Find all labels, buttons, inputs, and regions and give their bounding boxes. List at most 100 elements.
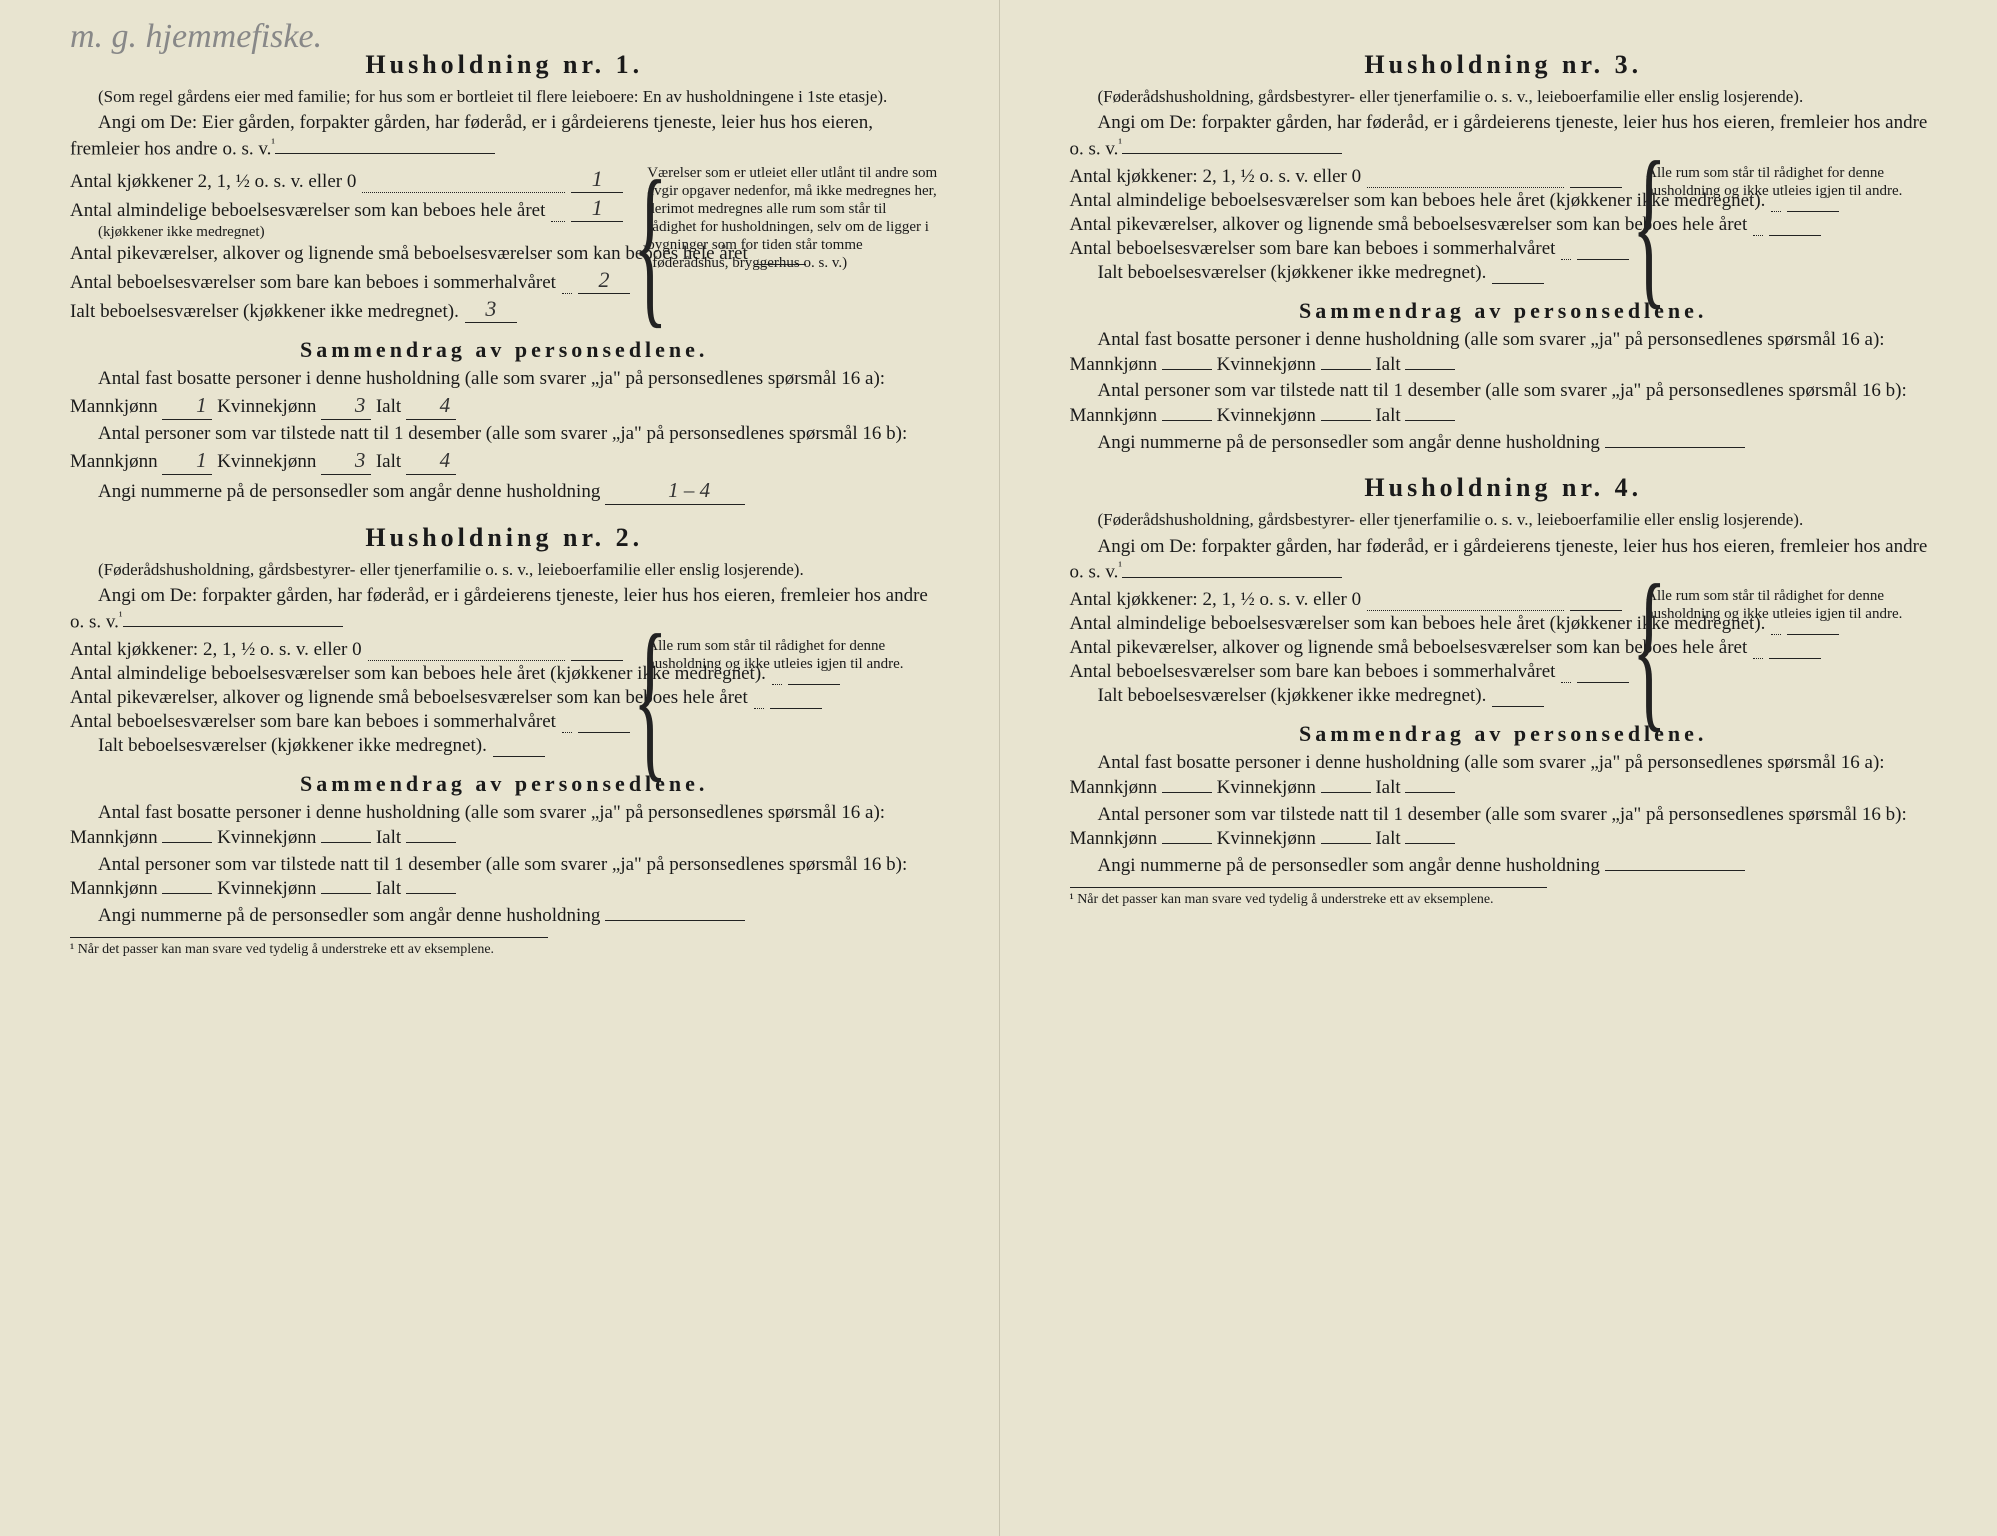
dots bbox=[562, 713, 572, 733]
hh4-sommer-val bbox=[1577, 682, 1629, 683]
ialt-label: Ialt bbox=[376, 396, 401, 417]
hh4-sommer-row: Antal beboelsesværelser som bare kan beb… bbox=[1070, 661, 1623, 683]
hh2-ialt-label: Ialt beboelsesværelser (kjøkkener ikke m… bbox=[98, 735, 487, 757]
hh4-pike-row: Antal pikeværelser, alkover og lignende … bbox=[1070, 637, 1623, 659]
hh4-sommer-label: Antal beboelsesværelser som bare kan beb… bbox=[1070, 661, 1556, 683]
sup-1: ¹ bbox=[271, 136, 275, 150]
hh3-s2-m bbox=[1162, 420, 1212, 421]
hh3-alm-row: Antal almindelige beboelsesværelser som … bbox=[1070, 190, 1623, 212]
hh4-alm-row: Antal almindelige beboelsesværelser som … bbox=[1070, 613, 1623, 635]
hh1-ialt-val: 3 bbox=[465, 296, 517, 323]
hh3-angi-text: Angi om De: forpakter gården, har føderå… bbox=[1070, 112, 1928, 159]
dots bbox=[362, 173, 565, 193]
kvinne-label: Kvinnekjønn bbox=[217, 878, 316, 899]
hh1-s2-k: 3 bbox=[321, 447, 371, 475]
hh1-ialt-label: Ialt beboelsesværelser (kjøkkener ikke m… bbox=[70, 301, 459, 323]
hh1-alm-val: 1 bbox=[571, 195, 623, 222]
hh2-ialt-val bbox=[493, 756, 545, 757]
handwriting-top: m. g. hjemmefiske. bbox=[70, 18, 322, 56]
hh2-ialt-row: Ialt beboelsesværelser (kjøkkener ikke m… bbox=[70, 735, 623, 757]
hh4-s2-k bbox=[1321, 843, 1371, 844]
hh4-num-label: Angi nummerne på de personsedler som ang… bbox=[1098, 855, 1600, 876]
hh1-alm-sub: (kjøkkener ikke medregnet) bbox=[70, 224, 623, 241]
hh2-angi-blank bbox=[123, 626, 343, 627]
hh2-sommer-row: Antal beboelsesværelser som bare kan beb… bbox=[70, 711, 623, 733]
hh3-sommer-val bbox=[1577, 259, 1629, 260]
kvinne-label: Kvinnekjønn bbox=[217, 451, 316, 472]
brace-icon: { bbox=[633, 637, 668, 759]
footnote-right: ¹ Når det passer kan man svare ved tydel… bbox=[1070, 887, 1547, 908]
ialt-label: Ialt bbox=[376, 451, 401, 472]
footnote-left: ¹ Når det passer kan man svare ved tydel… bbox=[70, 937, 548, 958]
hh1-alm-sub-text: (kjøkkener ikke medregnet) bbox=[98, 224, 265, 241]
page: m. g. hjemmefiske. Husholdning nr. 1. (S… bbox=[0, 0, 1997, 1536]
hh1-left-col: Antal kjøkkener 2, 1, ½ o. s. v. eller 0… bbox=[70, 164, 623, 325]
hh1-right-note: Værelser som er utleiet eller utlånt til… bbox=[647, 165, 937, 271]
hh3-right-note: Alle rum som står til rådighet for denne… bbox=[1646, 165, 1902, 199]
hh3-sommer-row: Antal beboelsesværelser som bare kan beb… bbox=[1070, 238, 1623, 260]
hh3-sammen-1: Antal fast bosatte personer i denne hush… bbox=[1070, 328, 1938, 377]
hh4-angi-blank bbox=[1122, 577, 1342, 578]
hh3-s1-m bbox=[1162, 369, 1212, 370]
dots bbox=[1561, 663, 1571, 683]
hh1-s1-k: 3 bbox=[321, 392, 371, 420]
hh3-kjokken-row: Antal kjøkkener: 2, 1, ½ o. s. v. eller … bbox=[1070, 166, 1623, 188]
hh2-pike-row: Antal pikeværelser, alkover og lignende … bbox=[70, 687, 623, 709]
hh2-sub: (Føderådshusholdning, gårdsbestyrer- ell… bbox=[70, 559, 939, 580]
left-leaf: m. g. hjemmefiske. Husholdning nr. 1. (S… bbox=[0, 0, 999, 1536]
hh4-ialt-val bbox=[1492, 706, 1544, 707]
hh1-sommer-row: Antal beboelsesværelser som bare kan be­… bbox=[70, 267, 623, 294]
dots bbox=[1367, 168, 1564, 188]
hh4-left-col: Antal kjøkkener: 2, 1, ½ o. s. v. eller … bbox=[1070, 587, 1623, 709]
hh3-sammen-2: Antal personer som var tilstede natt til… bbox=[1070, 379, 1938, 428]
brace-icon: { bbox=[1632, 587, 1667, 709]
hh1-num-label: Angi nummerne på de personsedler som ang… bbox=[98, 481, 600, 502]
hh3-num-label: Angi nummerne på de personsedler som ang… bbox=[1098, 432, 1600, 453]
dots bbox=[1561, 240, 1571, 260]
hh1-s2-m: 1 bbox=[162, 447, 212, 475]
hh2-right-col: { Alle rum som står til rådighet for den… bbox=[633, 637, 938, 759]
hh2-s1-i bbox=[406, 842, 456, 843]
sup-1: ¹ bbox=[1118, 559, 1122, 573]
hh2-angi-text: Angi om De: forpakter gården, har føderå… bbox=[70, 585, 928, 632]
hh2-right-note: Alle rum som står til rådighet for denne… bbox=[647, 638, 903, 672]
hh1-sommer-val: 2 bbox=[578, 267, 630, 294]
hh2-num-label: Angi nummerne på de personsedler som ang… bbox=[98, 905, 600, 926]
sup-1: ¹ bbox=[119, 609, 123, 623]
hh3-title: Husholdning nr. 3. bbox=[1070, 50, 1938, 80]
hh1-angi: Angi om De: Eier gården, forpakter gårde… bbox=[70, 111, 939, 162]
hh2-s2-m bbox=[162, 893, 212, 894]
hh3-angi: Angi om De: forpakter gården, har føderå… bbox=[1070, 111, 1938, 162]
hh2-s1-k bbox=[321, 842, 371, 843]
ialt-label: Ialt bbox=[1375, 777, 1400, 798]
dots bbox=[1367, 591, 1564, 611]
dots bbox=[551, 202, 565, 222]
hh4-sammen-2: Antal personer som var tilstede natt til… bbox=[1070, 803, 1938, 852]
hh3-s1-i bbox=[1405, 369, 1455, 370]
hh4-s1-k bbox=[1321, 792, 1371, 793]
ialt-label: Ialt bbox=[1375, 828, 1400, 849]
hh2-kjokken-label: Antal kjøkkener: 2, 1, ½ o. s. v. eller … bbox=[70, 639, 362, 661]
kvinne-label: Kvinnekjønn bbox=[217, 827, 316, 848]
hh2-sommer-val bbox=[578, 732, 630, 733]
hh1-two-col: Antal kjøkkener 2, 1, ½ o. s. v. eller 0… bbox=[70, 164, 939, 325]
hh1-num-val: 1 – 4 bbox=[605, 477, 745, 505]
hh3-ialt-val bbox=[1492, 283, 1544, 284]
hh1-alm-row: Antal almindelige beboelsesværelser som … bbox=[70, 195, 623, 222]
hh1-s2-i: 4 bbox=[406, 447, 456, 475]
hh1-right-col: { Værelser som er utleiet eller utlånt t… bbox=[633, 164, 938, 325]
hh4-right-col: { Alle rum som står til rådighet for den… bbox=[1632, 587, 1937, 709]
hh3-left-col: Antal kjøkkener: 2, 1, ½ o. s. v. eller … bbox=[1070, 164, 1623, 286]
hh4-kjokken-label: Antal kjøkkener: 2, 1, ½ o. s. v. eller … bbox=[1070, 589, 1362, 611]
hh3-sommer-label: Antal beboelsesværelser som bare kan beb… bbox=[1070, 238, 1556, 260]
hh4-sammen-title: Sammendrag av personsedlene. bbox=[1070, 721, 1938, 747]
hh4-two-col: Antal kjøkkener: 2, 1, ½ o. s. v. eller … bbox=[1070, 587, 1938, 709]
hh1-sammen-1: Antal fast bosatte personer i denne hush… bbox=[70, 367, 939, 420]
hh3-angi-blank bbox=[1122, 153, 1342, 154]
hh1-angi-text: Angi om De: Eier gården, forpakter gårde… bbox=[70, 112, 873, 159]
hh2-sommer-label: Antal beboelsesværelser som bare kan beb… bbox=[70, 711, 556, 733]
hh1-sammen-2: Antal personer som var tilstede natt til… bbox=[70, 422, 939, 475]
dots bbox=[368, 641, 566, 661]
hh4-s2-i bbox=[1405, 843, 1455, 844]
hh2-s2-i bbox=[406, 893, 456, 894]
